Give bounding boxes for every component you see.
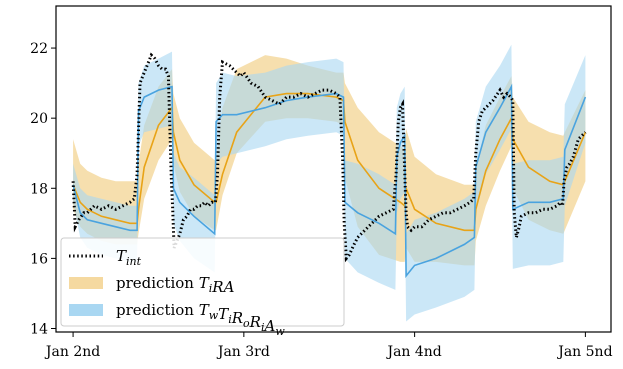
legend: Tint prediction TiRA prediction TwTiRoRiAw — [60, 237, 345, 338]
x-tick-label: Jan 5nd — [556, 344, 612, 360]
x-tick-label: Jan 3rd — [216, 344, 270, 360]
y-axis: 14 16 18 20 22 — [30, 41, 56, 337]
y-tick-label: 18 — [30, 181, 48, 197]
legend-label-measured: Tint — [116, 247, 142, 268]
pred_tira-line — [72, 92, 587, 232]
plot-frame — [55, 5, 612, 333]
y-tick-label: 20 — [30, 111, 48, 127]
x-axis: Jan 2nd Jan 3rd Jan 4nd Jan 5nd — [44, 332, 613, 360]
x-tick-label: Jan 4nd — [385, 344, 441, 360]
legend-label-pred_twtirorihaw: prediction TwTiRoRiAw — [116, 301, 285, 338]
x-tick-label: Jan 2nd — [44, 344, 100, 360]
legend-label-pred_tira: prediction TiRA — [116, 274, 235, 296]
y-tick-label: 16 — [30, 251, 48, 267]
legend-key-pred_tira — [69, 277, 103, 289]
y-tick-label: 22 — [30, 41, 48, 57]
measured-series — [71, 52, 587, 263]
legend-box — [60, 237, 345, 327]
measured-line — [71, 52, 587, 263]
legend-key-pred_twtirorihaw — [69, 304, 103, 316]
y-tick-label: 14 — [30, 321, 48, 337]
